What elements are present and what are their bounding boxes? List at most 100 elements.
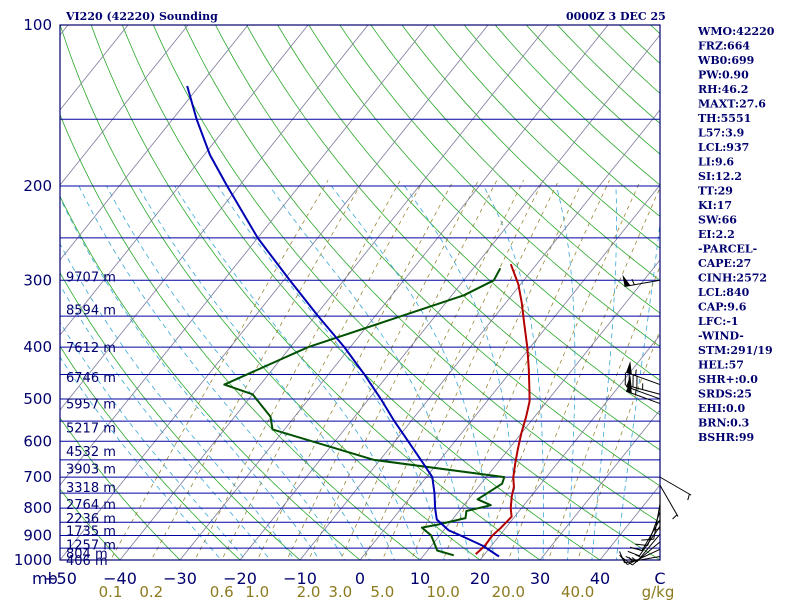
mixing-ratio-line <box>221 180 424 560</box>
index-value: CAP:9.6 <box>698 301 747 314</box>
temperature-tick-label: −20 <box>223 569 257 588</box>
wind-barb-full <box>627 550 640 557</box>
index-value: LFC:-1 <box>698 315 739 328</box>
dry-adiabat <box>215 25 660 487</box>
height-label: 1257 m <box>66 538 116 553</box>
temperature-tick-label: 40 <box>590 569 610 588</box>
height-label: 8594 m <box>66 303 116 318</box>
index-value: L57:3.9 <box>698 127 744 140</box>
wind-barb <box>626 360 661 386</box>
index-value: BRN:0.3 <box>698 417 749 430</box>
isotherm <box>60 25 429 486</box>
index-value: FRZ:664 <box>698 40 750 53</box>
dry-adiabat <box>60 345 241 560</box>
isotherm <box>539 409 660 560</box>
index-value: KI:17 <box>698 199 732 212</box>
index-value: SHR+:0.0 <box>698 373 758 386</box>
mixing-ratio-label: 20.0 <box>492 583 525 600</box>
mixing-ratio-line <box>381 180 560 560</box>
height-label: 406 m <box>66 554 108 569</box>
index-value: WB0:699 <box>697 54 754 67</box>
wind-barb-full <box>625 555 638 563</box>
dry-adiabat <box>308 25 660 381</box>
temperature-tick-label: 30 <box>530 569 550 588</box>
mixing-ratio-line <box>480 180 641 560</box>
dry-adiabat <box>339 25 660 348</box>
dry-adiabat <box>184 25 660 524</box>
moist-adiabat <box>60 284 271 560</box>
dry-adiabats <box>60 25 660 560</box>
isotherm <box>359 184 660 560</box>
index-value: CINH:2572 <box>698 272 767 285</box>
mixing-ratio-label: 0.2 <box>139 583 163 600</box>
pressure-tick-label: 900 <box>23 527 52 545</box>
mixing-ratio-unit-label: g/kg <box>642 583 675 600</box>
index-value: MAXT:27.6 <box>698 98 766 111</box>
wind-barb <box>624 372 661 395</box>
wind-barb-half <box>687 493 690 501</box>
wind-barb-half <box>635 369 637 376</box>
moist-adiabat <box>174 185 420 560</box>
dry-adiabat <box>370 25 660 314</box>
wind-barb-full <box>622 557 633 566</box>
mixing-ratio-label: 3.0 <box>328 583 352 600</box>
mixing-ratio-label: 0.1 <box>99 583 123 600</box>
index-value: TH:5551 <box>698 112 751 125</box>
isotherms <box>60 25 660 560</box>
moist-adiabat <box>615 219 660 560</box>
mixing-ratio-label: 0.6 <box>210 583 234 600</box>
mixing-ratio-line <box>442 180 610 560</box>
dry-adiabat <box>90 25 541 560</box>
index-value: SI:12.2 <box>698 170 742 183</box>
temperature-line <box>475 263 531 555</box>
wind-barb-full <box>619 554 628 565</box>
pressure-tick-label: 1000 <box>14 551 52 569</box>
index-value: RH:46.2 <box>698 83 748 96</box>
parcel-line <box>186 85 500 558</box>
wind-barb <box>659 476 692 501</box>
index-value: TT:29 <box>698 185 733 198</box>
pressure-tick-label: 300 <box>23 271 52 289</box>
wind-barb-staff <box>653 503 661 540</box>
wind-barb-staff <box>659 485 679 517</box>
height-label: 7612 m <box>66 341 116 356</box>
temperature-tick-label: −40 <box>103 569 137 588</box>
isotherm <box>60 25 249 261</box>
height-label: 4532 m <box>66 445 116 460</box>
dry-adiabat <box>432 25 660 249</box>
index-value: EI:2.2 <box>698 228 735 241</box>
isotherm <box>60 25 309 336</box>
dry-adiabat <box>277 25 660 416</box>
wind-barb <box>659 485 679 520</box>
wind-barb-half <box>635 388 637 395</box>
temperature-tick-label: 20 <box>470 569 490 588</box>
moist-adiabat <box>483 185 544 560</box>
wind-barb-staff <box>659 476 692 496</box>
isotherm <box>60 25 189 186</box>
temperature-tick-label: −50 <box>43 569 77 588</box>
pressure-tick-label: 800 <box>23 499 52 517</box>
wind-barb-full <box>635 543 648 546</box>
pressure-tick-label: 500 <box>23 390 52 408</box>
index-value: LCL:937 <box>698 141 749 154</box>
temperature-tick-label: −10 <box>283 569 317 588</box>
pressure-tick-label: 100 <box>23 16 52 34</box>
wind-barb-pennant <box>622 274 631 287</box>
dewpoint-line <box>223 267 506 557</box>
index-value: CAPE:27 <box>698 257 751 270</box>
height-label: 6746 m <box>66 371 116 386</box>
moist-adiabat <box>60 243 296 560</box>
wind-barb-staff <box>624 279 661 288</box>
wind-barb-half <box>653 528 661 531</box>
mixing-ratio-line <box>339 180 524 560</box>
mixing-ratio-line <box>548 265 660 560</box>
height-label: 2764 m <box>66 498 116 513</box>
temperature-tick-label: 0 <box>355 569 365 588</box>
plot-frame <box>59 24 661 561</box>
isotherm <box>239 34 660 560</box>
profile-series <box>186 85 531 558</box>
dry-adiabat <box>152 25 660 560</box>
temperature-tick-label: C <box>654 569 665 588</box>
wind-barb-staff <box>624 555 661 564</box>
